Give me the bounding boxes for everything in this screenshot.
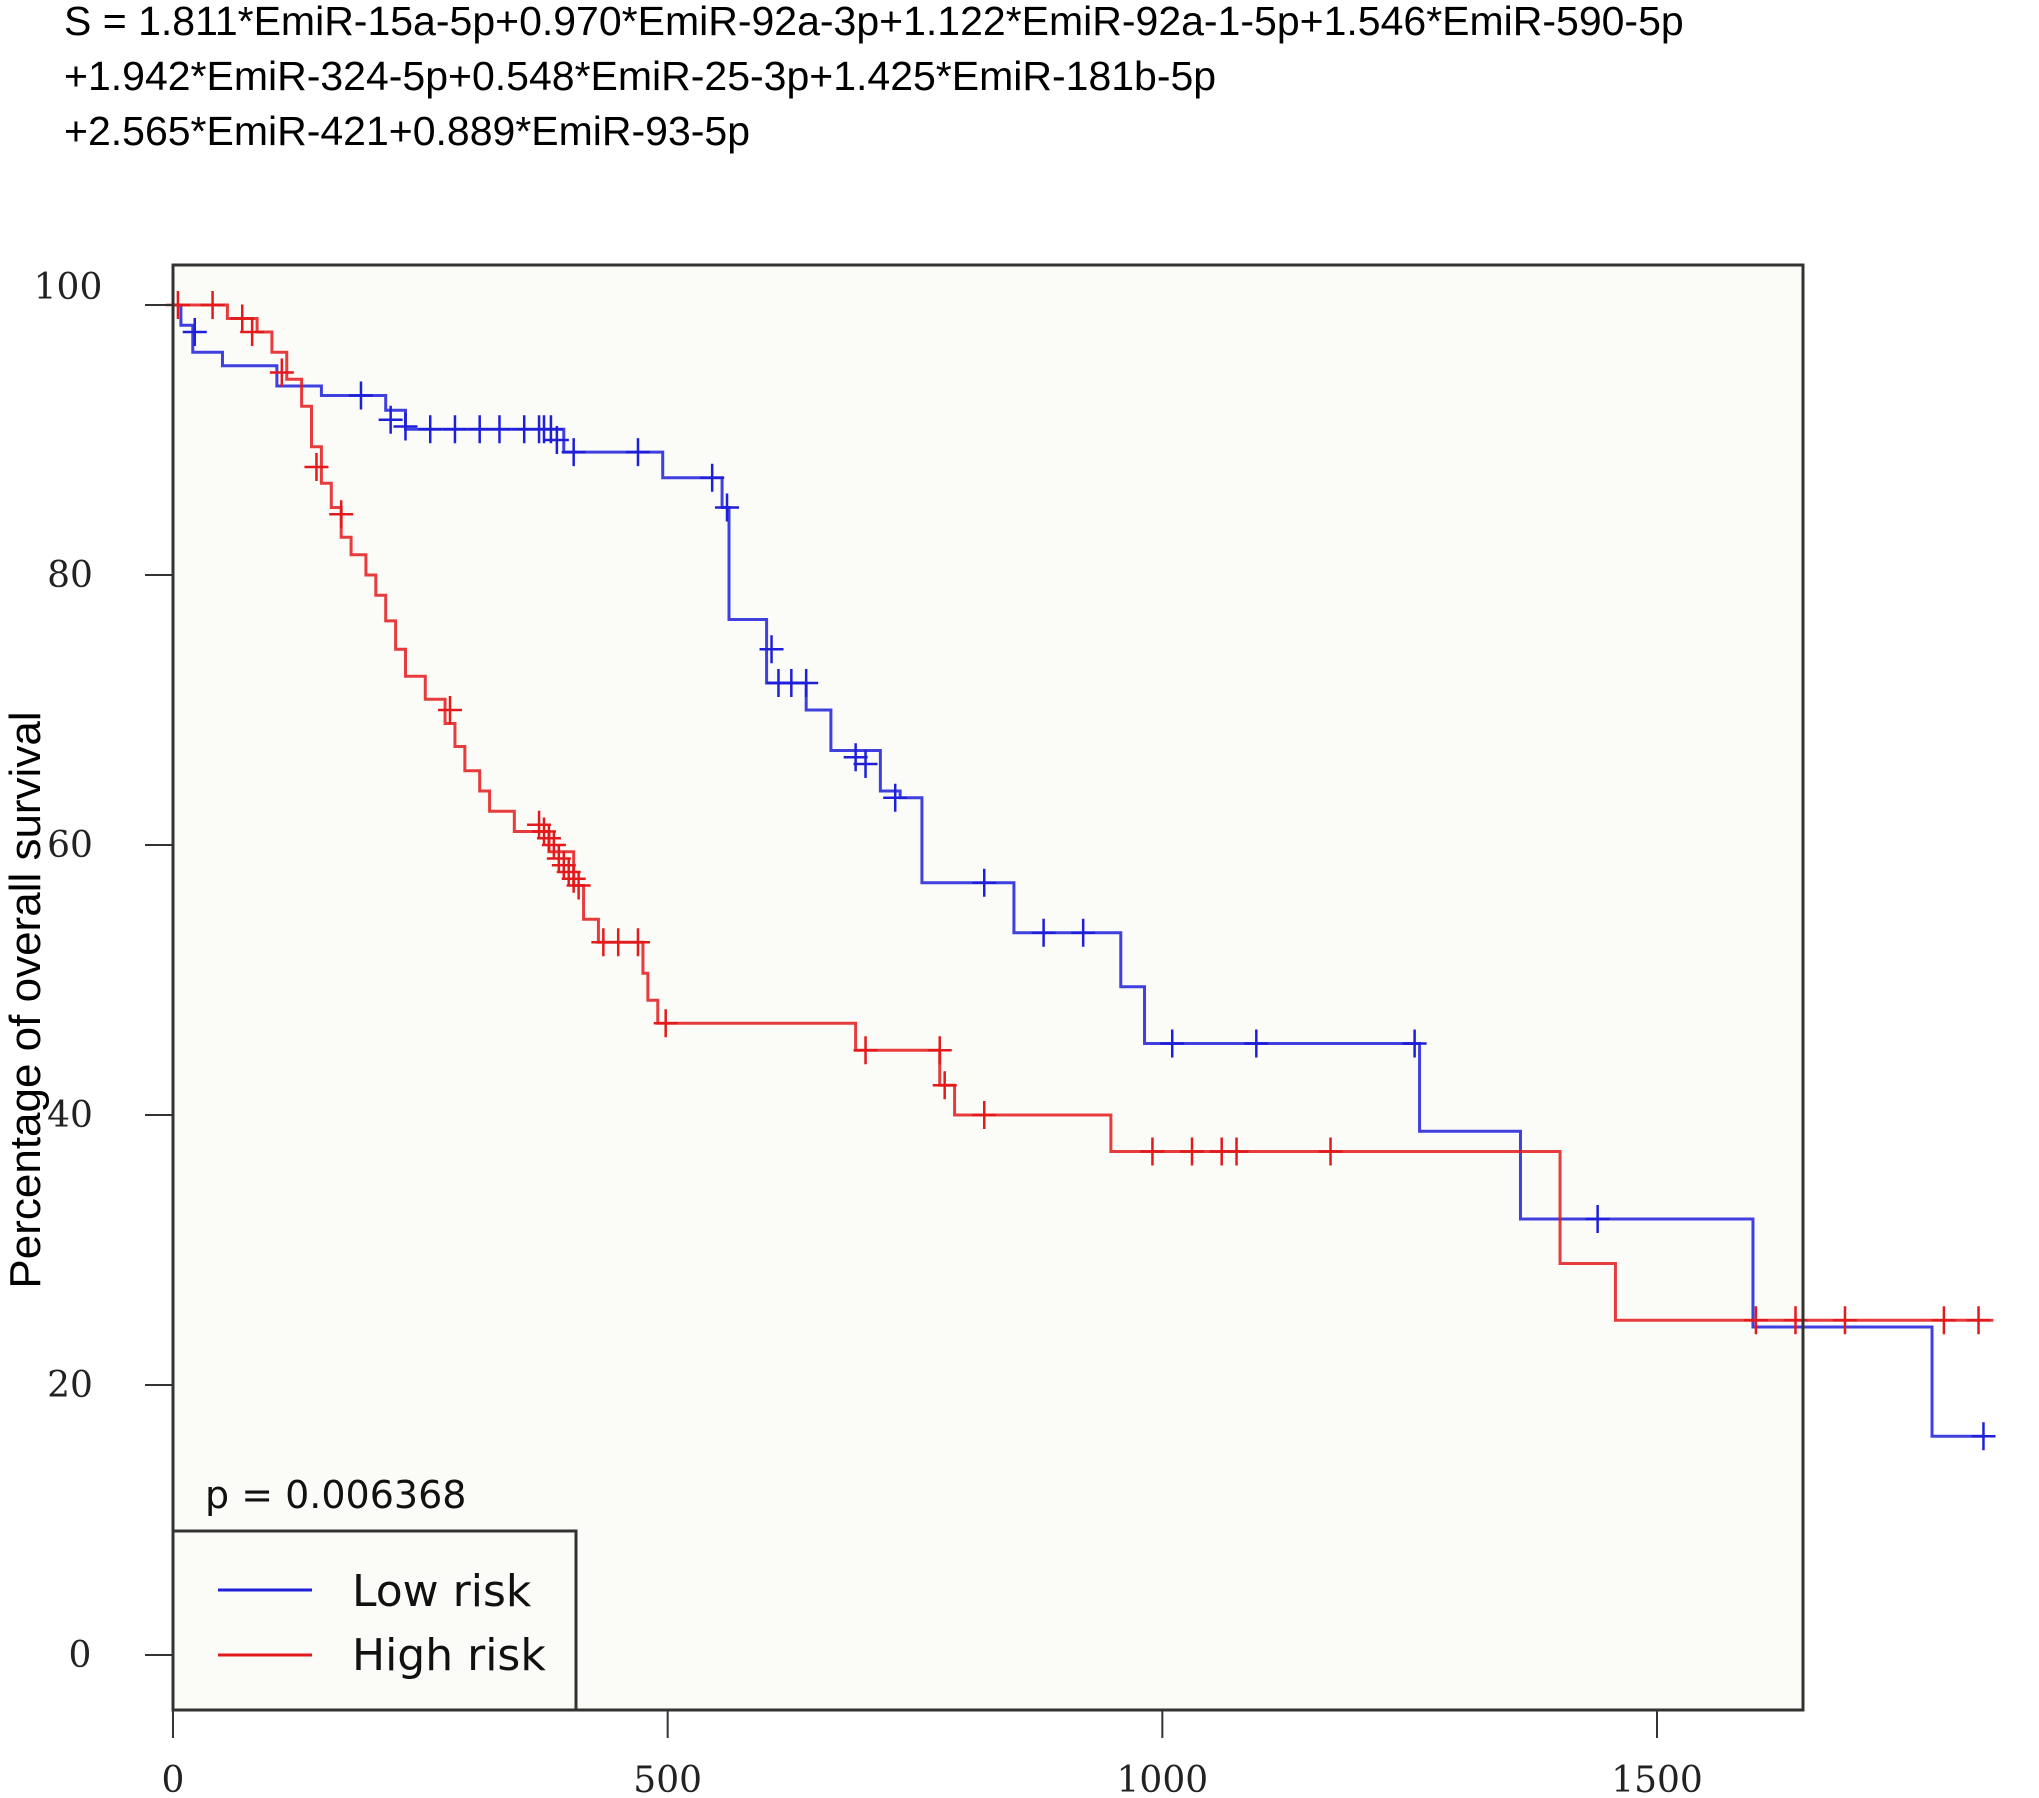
- x-tick-label: 0: [162, 1760, 185, 1798]
- censor-mark: [487, 415, 512, 444]
- censor-mark: [561, 864, 586, 893]
- censor-mark: [927, 1036, 952, 1065]
- censor-mark: [1180, 1137, 1205, 1166]
- censor-mark: [1071, 918, 1096, 947]
- censor-mark: [536, 824, 561, 853]
- censor-mark: [715, 493, 740, 522]
- series-line-high-risk: [173, 303, 1994, 1322]
- censor-mark: [759, 635, 784, 664]
- censor-mark: [544, 426, 569, 454]
- y-tick-label: 80: [47, 555, 93, 596]
- censor-mark: [972, 868, 997, 897]
- censor-mark: [1160, 1029, 1185, 1058]
- censor-mark: [883, 783, 908, 812]
- risk-score-formula: S = 1.811*EmiR-15a-5p+0.970*EmiR-92a-3p+…: [64, 0, 1684, 159]
- censor-mark: [853, 750, 878, 778]
- censor-mark: [418, 415, 443, 444]
- censor-mark: [1318, 1137, 1343, 1166]
- x-tick-label: 1500: [1611, 1760, 1703, 1798]
- formula-line-1: S = 1.811*EmiR-15a-5p+0.970*EmiR-92a-3p+…: [64, 0, 1684, 44]
- censor-mark: [566, 871, 591, 900]
- legend-label-low-risk: Low risk: [352, 1566, 532, 1617]
- y-axis-label: Percentage of overall survival: [1, 711, 50, 1288]
- censor-mark: [240, 318, 265, 346]
- censor-mark: [1244, 1029, 1269, 1058]
- censor-mark: [1224, 1137, 1249, 1166]
- censor-mark: [393, 412, 418, 441]
- y-tick-label: 0: [69, 1635, 92, 1676]
- censor-mark: [532, 817, 556, 846]
- censor-mark: [442, 415, 467, 444]
- censor-mark: [843, 743, 868, 772]
- censor-mark: [794, 669, 819, 697]
- formula-line-2: +1.942*EmiR-324-5p+0.548*EmiR-25-3p+1.42…: [64, 53, 1217, 99]
- survival-curves: [165, 291, 1996, 1451]
- y-tick-label: 40: [47, 1095, 93, 1136]
- x-axis: 0 500 1000 1500: [162, 1710, 1703, 1798]
- censor-mark: [551, 851, 576, 880]
- censor-mark: [1931, 1306, 1956, 1335]
- censor-mark: [653, 1009, 678, 1038]
- formula-line-3: +2.565*EmiR-421+0.889*EmiR-93-5p: [64, 108, 751, 154]
- censor-mark: [625, 438, 650, 467]
- legend-label-high-risk: High risk: [352, 1630, 546, 1681]
- censor-mark: [1743, 1306, 1768, 1335]
- censor-mark: [972, 1101, 997, 1129]
- censor-mark: [182, 318, 207, 346]
- legend: Low risk High risk: [171, 1529, 578, 1712]
- censor-mark: [527, 810, 552, 839]
- censor-mark: [230, 304, 255, 333]
- censor-mark: [853, 1036, 878, 1065]
- censor-mark: [1966, 1306, 1991, 1335]
- censor-mark: [1971, 1422, 1996, 1451]
- censor-mark: [1402, 1029, 1427, 1058]
- censor-mark: [625, 928, 650, 957]
- censor-mark: [541, 831, 566, 859]
- y-tick-label: 100: [34, 267, 103, 308]
- legend-box: [171, 1529, 578, 1712]
- y-tick-label: 60: [47, 825, 93, 866]
- censor-mark: [556, 858, 581, 886]
- censor-mark: [1140, 1137, 1165, 1166]
- censor-mark: [1832, 1306, 1857, 1335]
- censor-mark: [546, 844, 571, 873]
- censor-mark: [348, 381, 373, 410]
- plot-frame: [171, 263, 1805, 1712]
- censor-mark: [538, 415, 563, 444]
- x-tick-label: 500: [633, 1760, 702, 1798]
- censor-mark: [1585, 1204, 1610, 1233]
- censor-mark: [932, 1071, 957, 1100]
- censor-mark: [269, 358, 294, 387]
- censor-mark: [329, 500, 354, 529]
- p-value-annotation: p = 0.006368: [205, 1473, 466, 1517]
- censor-mark: [561, 438, 586, 467]
- censor-mark: [700, 463, 725, 492]
- censor-mark: [304, 453, 329, 481]
- censor-mark: [1031, 918, 1056, 947]
- censor-mark: [438, 696, 463, 724]
- censor-mark: [378, 405, 403, 434]
- x-tick-label: 1000: [1117, 1760, 1209, 1798]
- plot-area-background: [173, 265, 1803, 1710]
- y-axis: 0 20 40 60 80 100: [34, 267, 173, 1676]
- y-tick-label: 20: [47, 1365, 93, 1406]
- censor-mark: [200, 291, 225, 319]
